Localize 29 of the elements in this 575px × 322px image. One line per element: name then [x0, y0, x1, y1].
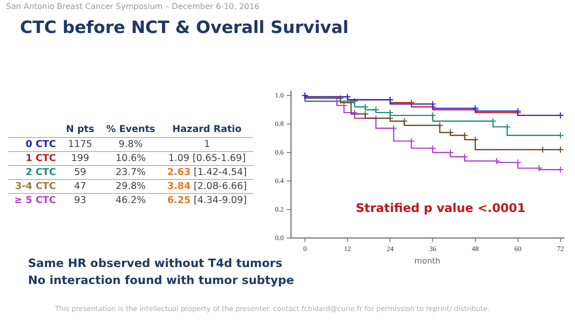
x-axis-title: month	[414, 256, 440, 266]
data-label: 29.8%	[116, 181, 146, 192]
data-label: 1.09 [0.65-1.69]	[167, 152, 247, 166]
data-label: 3.84 [2.08-6.66]	[166, 180, 248, 194]
text: % Events	[105, 123, 156, 137]
text: No interaction found with tumor subtype	[28, 273, 294, 287]
data-label: 6.25 [4.34-9.09]	[166, 194, 248, 207]
data-label: 1	[204, 139, 210, 150]
text: Same HR observed without T4d tumors	[28, 256, 282, 270]
data-label: 2.63 [1.42-4.54]	[166, 166, 248, 180]
data-label: 93	[74, 195, 86, 206]
data-label: 59	[74, 167, 86, 178]
data-label: 47	[74, 181, 86, 192]
category-label: ≥ 5 CTC	[13, 194, 57, 207]
data-label: 10.6%	[116, 153, 146, 164]
data-label: 46.2%	[116, 195, 146, 206]
category-label: 2 CTC	[24, 166, 57, 180]
text: CTC before NCT & Overall Survival	[20, 18, 349, 38]
data-label: 23.7%	[116, 167, 146, 178]
data-label: 9.8%	[118, 139, 143, 150]
annotation: Stratified p value <.0001	[356, 200, 526, 215]
category-label: 1 CTC	[24, 152, 57, 166]
text: Hazard Ratio	[171, 123, 243, 137]
text: San Antonio Breast Cancer Symposium – December 6-10, 2016	[6, 2, 260, 11]
category-label: 3-4 CTC	[14, 180, 57, 194]
category-label: 0 CTC	[24, 138, 57, 152]
text: N pts	[65, 123, 96, 137]
data-label: 1175	[68, 139, 92, 150]
data-label: 199	[71, 153, 90, 164]
